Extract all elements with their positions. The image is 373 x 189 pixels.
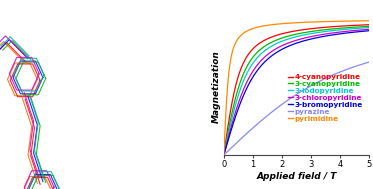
Y-axis label: Magnetization: Magnetization <box>212 51 221 123</box>
X-axis label: Applied field / T: Applied field / T <box>256 172 337 181</box>
Legend: 4-cyanopyridine, 3-cyanopyridine, 3-iodopyridine, 3-chloropyridine, 3-bromopyrid: 4-cyanopyridine, 3-cyanopyridine, 3-iodo… <box>285 71 366 125</box>
